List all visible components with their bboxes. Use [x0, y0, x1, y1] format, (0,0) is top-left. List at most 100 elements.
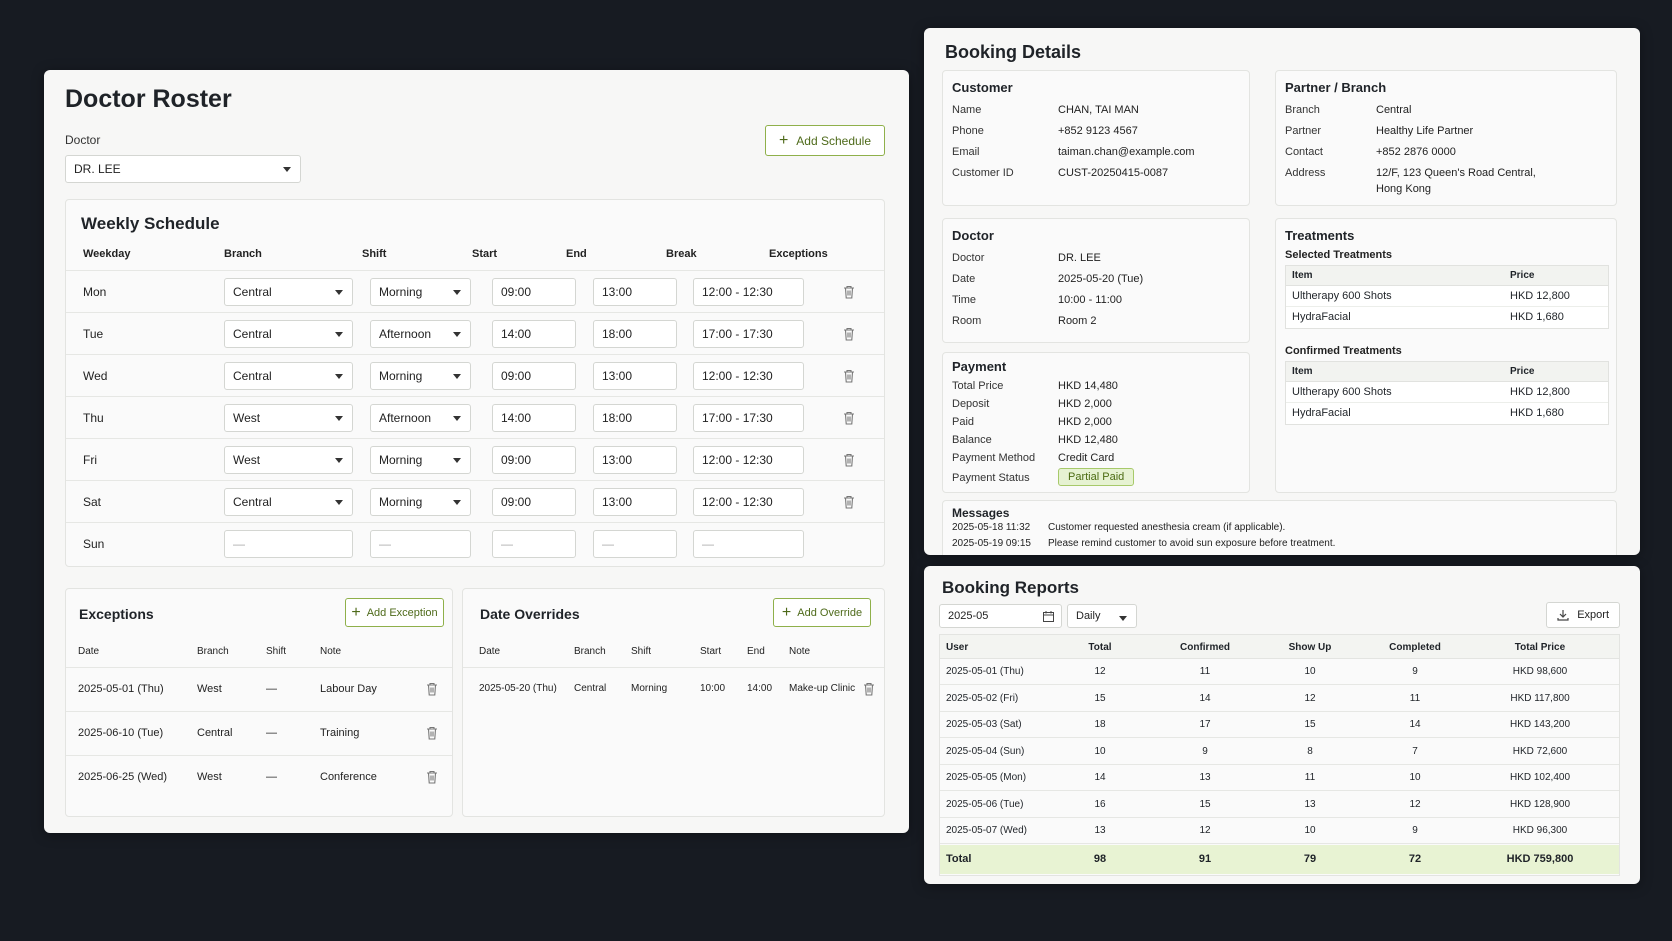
shift-select[interactable]: Afternoon — [370, 320, 471, 348]
report-cell-total: 12 — [1094, 666, 1106, 677]
message-time: 2025-05-19 09:15 — [952, 538, 1031, 549]
treatment-price: HKD 12,800 — [1510, 386, 1570, 398]
break-time-input[interactable]: — — [693, 530, 804, 558]
branch-select[interactable]: — — [224, 530, 353, 558]
add-schedule-button[interactable]: + Add Schedule — [765, 125, 885, 156]
trash-icon[interactable] — [843, 453, 855, 467]
end-time-input[interactable]: 13:00 — [593, 446, 677, 474]
field-label: Room — [952, 315, 982, 327]
field-value: HKD 14,480 — [1058, 380, 1118, 392]
shift-select[interactable]: Morning — [370, 446, 471, 474]
trash-icon[interactable] — [843, 411, 855, 425]
add-exception-button[interactable]: + Add Exception — [345, 598, 444, 627]
field-value: 10:00 - 11:00 — [1058, 294, 1123, 306]
payment-section: Payment Total Price HKD 14,480 Deposit HKD … — [942, 352, 1250, 493]
treatment-item: Ultherapy 600 Shots — [1292, 290, 1392, 302]
trash-icon[interactable] — [426, 770, 438, 784]
field-value: HKD 2,000 — [1058, 398, 1112, 410]
override-note: Make-up Clinic — [789, 683, 856, 694]
trash-icon[interactable] — [843, 285, 855, 299]
period-select[interactable]: Daily — [1067, 604, 1137, 628]
exception-branch: West — [197, 683, 222, 695]
trash-icon[interactable] — [843, 369, 855, 383]
start-time-input[interactable]: — — [492, 530, 576, 558]
start-time-input[interactable]: 09:00 — [492, 278, 576, 306]
branch-select[interactable]: Central — [224, 362, 353, 390]
doctor-select[interactable]: DR. LEE — [65, 155, 301, 183]
break-time-input[interactable]: 12:00 - 12:30 — [693, 446, 804, 474]
report-cell-price: HKD 102,400 — [1509, 772, 1571, 783]
selected-treatments-title: Selected Treatments — [1285, 249, 1392, 261]
break-time-input[interactable]: 17:00 - 17:30 — [693, 404, 804, 432]
start-time-input[interactable]: 09:00 — [492, 362, 576, 390]
break-time-input[interactable]: 12:00 - 12:30 — [693, 488, 804, 516]
report-cell-confirmed: 11 — [1199, 666, 1211, 677]
add-override-button[interactable]: + Add Override — [773, 598, 871, 627]
report-cell-showup: 8 — [1307, 745, 1313, 757]
table-row: 2025-05-01 (Thu) 12 11 10 9 HKD 98,600 — [940, 659, 1619, 685]
start-time-input[interactable]: 09:00 — [492, 446, 576, 474]
trash-icon[interactable] — [426, 726, 438, 740]
branch-select[interactable]: West — [224, 446, 353, 474]
override-end: 14:00 — [747, 683, 773, 694]
report-cell-showup: 10 — [1304, 666, 1316, 677]
break-time-input[interactable]: 12:00 - 12:30 — [693, 362, 804, 390]
end-time-input[interactable]: 18:00 — [593, 320, 677, 348]
break-time-input[interactable]: 17:00 - 17:30 — [693, 320, 804, 348]
report-cell-user: 2025-05-07 (Wed) — [946, 825, 1027, 836]
shift-select[interactable]: Morning — [370, 488, 471, 516]
doctor-section: Doctor Doctor DR. LEE Date 2025-05-20 (Tue)… — [942, 218, 1250, 343]
column-header: Branch — [574, 646, 606, 657]
shift-select[interactable]: Morning — [370, 362, 471, 390]
treatment-price: HKD 1,680 — [1510, 407, 1564, 419]
branch-select[interactable]: West — [224, 404, 353, 432]
shift-select[interactable]: Afternoon — [370, 404, 471, 432]
table-row: HydraFacial HKD 1,680 — [1286, 403, 1608, 424]
trash-icon[interactable] — [843, 327, 855, 341]
field-value: Central — [1376, 104, 1412, 116]
reports-table: User Total Confirmed Show Up Completed Total … — [939, 634, 1620, 876]
field-value: Healthy Life Partner — [1376, 125, 1474, 137]
branch-select[interactable]: Central — [224, 320, 353, 348]
trash-icon[interactable] — [843, 495, 855, 509]
doctor-roster-panel: Doctor Roster Doctor DR. LEE + Add Sched… — [44, 70, 909, 833]
confirmed-treatments-title: Confirmed Treatments — [1285, 345, 1402, 357]
treatments-section: Treatments Selected Treatments Item Price… — [1275, 218, 1617, 493]
start-time-input[interactable]: 14:00 — [492, 404, 576, 432]
table-header: Item Price — [1286, 266, 1608, 286]
table-row: Ultherapy 600 Shots HKD 12,800 — [1286, 382, 1608, 403]
column-header: Start — [472, 248, 498, 260]
start-time-input[interactable]: 14:00 — [492, 320, 576, 348]
branch-select[interactable]: Central — [224, 488, 353, 516]
shift-select[interactable]: — — [370, 530, 471, 558]
total-cell-total: 98 — [1093, 852, 1107, 865]
total-cell-user: Total — [946, 852, 972, 865]
end-time-input[interactable]: — — [593, 530, 677, 558]
end-time-input[interactable]: 18:00 — [593, 404, 677, 432]
start-time-input[interactable]: 09:00 — [492, 488, 576, 516]
messages-section: Messages 2025-05-18 11:32 Customer reques… — [942, 500, 1617, 555]
break-time-input[interactable]: 12:00 - 12:30 — [693, 278, 804, 306]
branch-select[interactable]: Central — [224, 278, 353, 306]
total-cell-showup: 79 — [1303, 852, 1317, 865]
override-start: 10:00 — [700, 683, 726, 694]
end-time-input[interactable]: 13:00 — [593, 488, 677, 516]
end-time-input[interactable]: 13:00 — [593, 278, 677, 306]
report-cell-confirmed: 9 — [1202, 745, 1208, 757]
end-time-input[interactable]: 13:00 — [593, 362, 677, 390]
report-cell-user: 2025-05-02 (Fri) — [946, 692, 1019, 704]
month-picker[interactable]: 2025-05 — [939, 604, 1062, 628]
row-divider — [66, 755, 452, 756]
column-header: End — [566, 248, 587, 260]
trash-icon[interactable] — [426, 682, 438, 696]
export-label: Export — [1577, 609, 1609, 621]
export-button[interactable]: Export — [1546, 602, 1620, 628]
shift-select[interactable]: Morning — [370, 278, 471, 306]
report-cell-price: HKD 117,800 — [1510, 692, 1570, 704]
trash-icon[interactable] — [863, 682, 875, 696]
message-text: Customer requested anesthesia cream (if … — [1048, 522, 1286, 533]
report-cell-user: 2025-05-05 (Mon) — [946, 772, 1027, 783]
report-cell-price: HKD 72,600 — [1512, 745, 1568, 757]
report-cell-user: 2025-05-01 (Thu) — [946, 666, 1024, 677]
column-header: Note — [789, 646, 811, 657]
